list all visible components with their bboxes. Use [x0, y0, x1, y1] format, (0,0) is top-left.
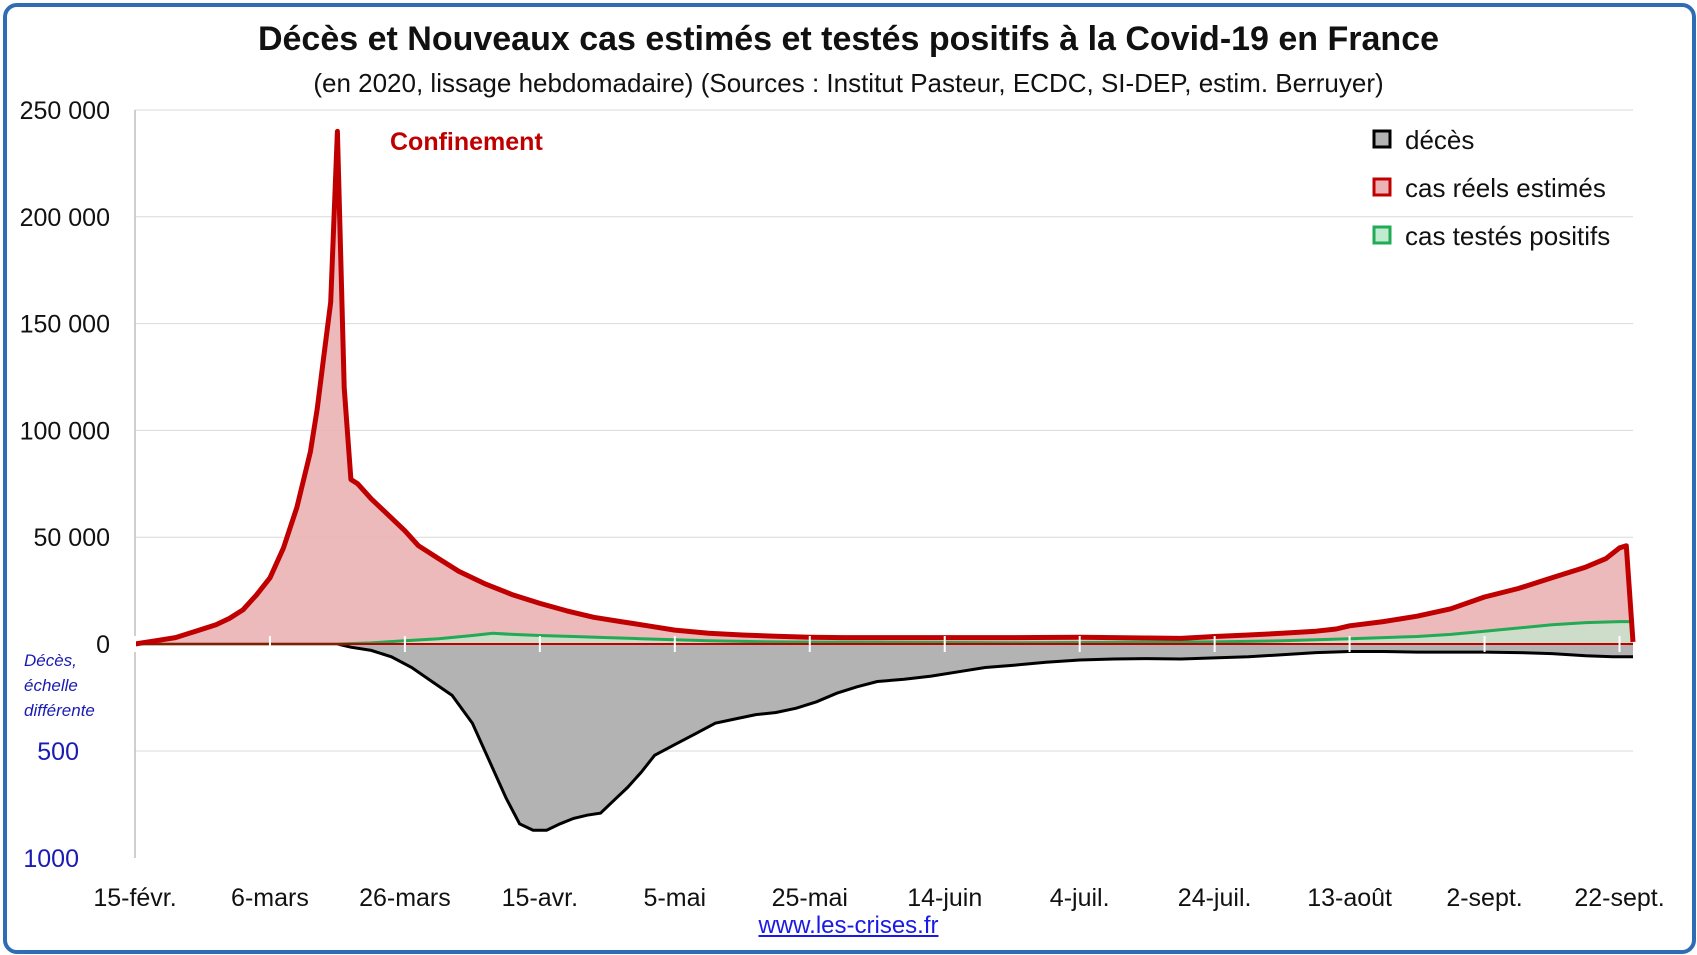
- tested-line: [135, 620, 1633, 646]
- x-tick-label: 13-août: [1307, 884, 1392, 912]
- legend-label-tested: cas testés positifs: [1405, 221, 1610, 251]
- deaths-line: [135, 642, 1633, 832]
- deaths-tick-label: 1000: [23, 845, 79, 873]
- chart-frame: [3, 3, 1696, 954]
- deaths-scale-note: Décès,: [24, 651, 77, 670]
- legend-label-deaths: décès: [1405, 125, 1474, 155]
- x-tick-label: 15-avr.: [502, 884, 578, 912]
- x-tick-label: 25-mai: [772, 884, 848, 912]
- y-tick-label: 0: [96, 631, 110, 659]
- cases-line: [134, 128, 1636, 647]
- source-link[interactable]: www.les-crises.fr: [758, 912, 939, 939]
- chart-subtitle: (en 2020, lissage hebdomadaire) (Sources…: [313, 68, 1384, 98]
- x-tick-label: 14-juin: [907, 884, 982, 912]
- chart-title: Décès et Nouveaux cas estimés et testés …: [257, 20, 1440, 58]
- x-tick-label: 4-juil.: [1050, 884, 1110, 912]
- legend-swatch-tested: [1372, 225, 1392, 245]
- legend-label-cases: cas réels estimés: [1405, 173, 1606, 203]
- deaths-scale-note: échelle: [24, 676, 78, 695]
- y-tick-label: 250 000: [20, 97, 110, 125]
- deaths-area: [135, 644, 1633, 831]
- x-tick-label: 5-mai: [644, 884, 707, 912]
- annotation-confinement: Confinement: [390, 128, 543, 156]
- x-tick-label: 24-juil.: [1178, 884, 1252, 912]
- x-tick-label: 15-févr.: [93, 884, 176, 912]
- legend-swatch-cases: [1372, 177, 1392, 197]
- legend-swatch-deaths: [1372, 129, 1392, 149]
- deaths-scale-note: différente: [24, 701, 95, 720]
- tested-area: [135, 621, 1633, 644]
- y-tick-label: 200 000: [20, 204, 110, 232]
- cases-area: [135, 131, 1633, 644]
- x-tick-label: 6-mars: [231, 884, 309, 912]
- y-tick-label: 50 000: [34, 524, 110, 552]
- x-tick-label: 22-sept.: [1574, 884, 1664, 912]
- x-tick-label: 2-sept.: [1446, 884, 1522, 912]
- source-footer: www.les-crises.fr: [0, 912, 1697, 940]
- y-tick-label: 100 000: [20, 417, 110, 445]
- x-tick-label: 26-mars: [359, 884, 451, 912]
- y-tick-label: 150 000: [20, 311, 110, 339]
- deaths-tick-label: 500: [37, 738, 79, 766]
